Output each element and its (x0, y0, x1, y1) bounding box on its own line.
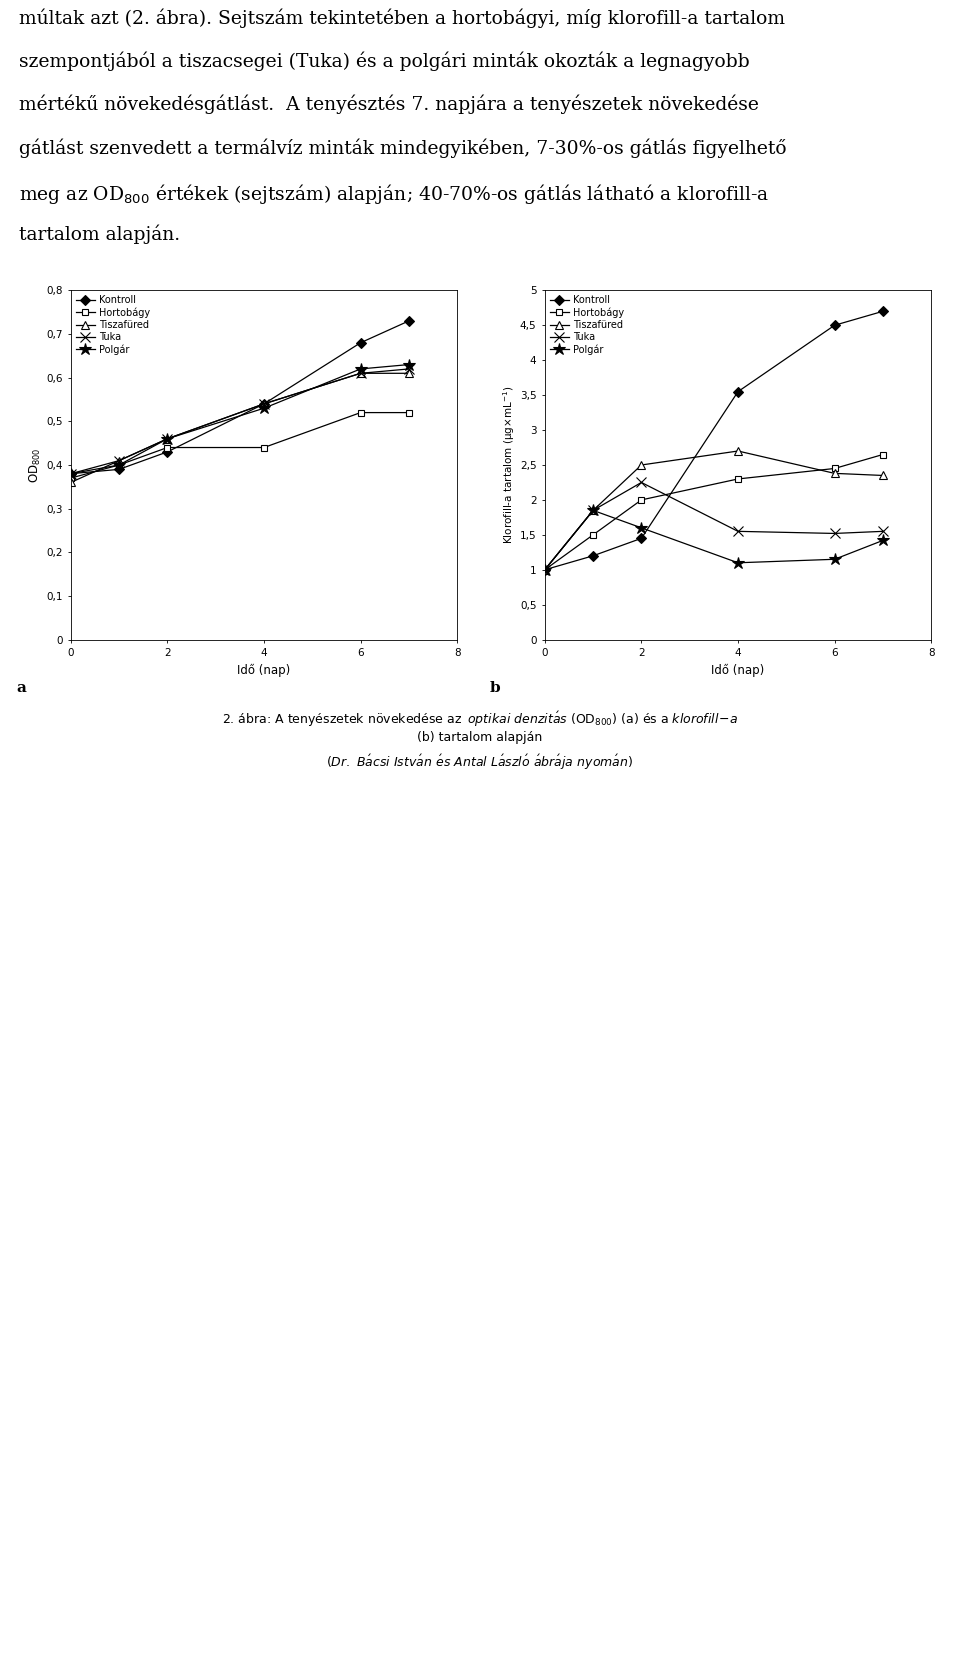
Line: Kontroll: Kontroll (67, 317, 413, 477)
Polgár (65, 464, 77, 484)
Polgár (828, 549, 840, 569)
Text: $\it{(Dr.\ B\acute{a}csi\ Istv\acute{a}n\ \acute{e}s\ Antal\ L\acute{a}szl\acute: $\it{(Dr.\ B\acute{a}csi\ Istv\acute{a}n… (326, 753, 634, 773)
Tiszafüred (113, 451, 125, 471)
Tiszafüred (828, 464, 840, 484)
Tiszafüred (588, 501, 599, 521)
Line: Tiszafüred: Tiszafüred (66, 369, 413, 487)
Legend: Kontroll, Hortobágy, Tiszafüred, Tuka, Polgár: Kontroll, Hortobágy, Tiszafüred, Tuka, P… (548, 294, 626, 357)
Kontroll (258, 394, 270, 414)
Line: Polgár: Polgár (64, 359, 415, 481)
Text: szempontjából a tiszacsegei (Tuka) és a polgári minták okozták a legnagyobb: szempontjából a tiszacsegei (Tuka) és a … (19, 52, 750, 70)
Line: Hortobágy: Hortobágy (541, 451, 886, 572)
Text: a: a (16, 681, 26, 696)
Hortobágy (258, 437, 270, 457)
Kontroll (877, 302, 889, 322)
Tuka (403, 359, 415, 379)
Line: Tuka: Tuka (540, 477, 888, 574)
Text: 2. ábra: A tenyészetek növekedése az  $\it{optikai\ denzit\acute{a}s}$ (OD$_{800: 2. ábra: A tenyészetek növekedése az $\i… (222, 709, 738, 729)
Tuka (539, 559, 550, 579)
Tiszafüred (258, 394, 270, 414)
Tiszafüred (403, 364, 415, 384)
Polgár (539, 559, 550, 579)
Hortobágy (636, 491, 647, 511)
Hortobágy (403, 402, 415, 422)
Text: múltak azt (2. ábra). Sejtszám tekintetében a hortobágyi, míg klorofill-a tartal: múltak azt (2. ábra). Sejtszám tekinteté… (19, 8, 785, 27)
Hortobágy (539, 559, 550, 579)
Kontroll (732, 382, 744, 402)
Hortobágy (161, 437, 173, 457)
Tiszafüred (732, 441, 744, 461)
Polgár (588, 501, 599, 521)
Hortobágy (828, 459, 840, 479)
Kontroll (355, 332, 367, 352)
Tuka (113, 451, 125, 471)
Tuka (636, 472, 647, 492)
Text: b: b (490, 681, 501, 696)
Kontroll (588, 546, 599, 566)
Line: Tuka: Tuka (66, 364, 414, 479)
Polgár (636, 517, 647, 537)
Tuka (161, 429, 173, 449)
Hortobágy (588, 524, 599, 544)
Kontroll (636, 529, 647, 549)
Tiszafüred (161, 429, 173, 449)
Y-axis label: Klorofill-a tartalom (μg×mL$^{-1}$): Klorofill-a tartalom (μg×mL$^{-1}$) (501, 386, 517, 544)
Kontroll (403, 310, 415, 330)
Polgár (258, 399, 270, 419)
Polgár (355, 359, 367, 379)
Tiszafüred (65, 472, 77, 492)
Hortobágy (877, 444, 889, 464)
Line: Polgár: Polgár (539, 504, 889, 576)
Tiszafüred (539, 559, 550, 579)
Tuka (588, 501, 599, 521)
Tiszafüred (877, 466, 889, 486)
Hortobágy (65, 467, 77, 487)
Hortobágy (113, 456, 125, 476)
Tuka (828, 524, 840, 544)
Tiszafüred (636, 456, 647, 476)
Polgár (732, 552, 744, 572)
Tiszafüred (355, 364, 367, 384)
Kontroll (161, 442, 173, 462)
Line: Hortobágy: Hortobágy (67, 409, 413, 482)
Tuka (877, 521, 889, 541)
Legend: Kontroll, Hortobágy, Tiszafüred, Tuka, Polgár: Kontroll, Hortobágy, Tiszafüred, Tuka, P… (74, 294, 152, 357)
Kontroll (65, 464, 77, 484)
Y-axis label: OD$_{800}$: OD$_{800}$ (28, 447, 43, 482)
Text: mértékű növekedésgátlást.  A tenyésztés 7. napjára a tenyészetek növekedése: mértékű növekedésgátlást. A tenyésztés 7… (19, 95, 759, 113)
Tuka (258, 394, 270, 414)
Polgár (161, 429, 173, 449)
Tuka (355, 364, 367, 384)
Hortobágy (732, 469, 744, 489)
Kontroll (113, 459, 125, 479)
Line: Tiszafüred: Tiszafüred (540, 447, 887, 574)
Text: (b) tartalom alapján: (b) tartalom alapján (418, 731, 542, 744)
Polgár (403, 354, 415, 374)
Kontroll (828, 315, 840, 335)
Text: gátlást szenvedett a termálvíz minták mindegyikében, 7-30%-os gátlás figyelhető: gátlást szenvedett a termálvíz minták mi… (19, 139, 787, 157)
Polgár (877, 531, 889, 551)
Tuka (732, 521, 744, 541)
Line: Kontroll: Kontroll (541, 307, 886, 572)
Text: meg az OD$_{800}$ értékek (sejtszám) alapján; 40-70%-os gátlás látható a klorofi: meg az OD$_{800}$ értékek (sejtszám) ala… (19, 182, 770, 205)
Kontroll (539, 559, 550, 579)
Text: tartalom alapján.: tartalom alapján. (19, 225, 180, 244)
Tuka (65, 464, 77, 484)
Hortobágy (355, 402, 367, 422)
X-axis label: Idő (nap): Idő (nap) (711, 664, 764, 676)
X-axis label: Idő (nap): Idő (nap) (237, 664, 291, 676)
Polgár (113, 456, 125, 476)
